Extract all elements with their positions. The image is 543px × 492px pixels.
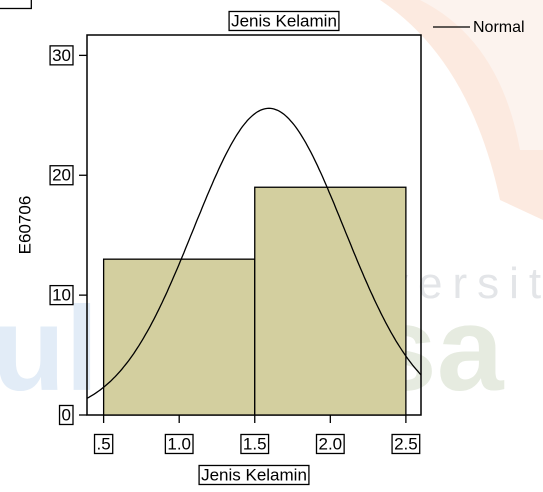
label-box [49,165,74,186]
label-box [93,433,114,455]
label-box [58,404,74,426]
label-box [240,433,270,455]
x-tick-label: 2.5 [394,434,418,453]
y-axis-label: E60706 [15,196,34,255]
watermark-text: ul [0,282,99,416]
y-tick-label: 20 [52,166,71,185]
x-tick-label: 1.5 [243,434,267,453]
x-tick-label: 2.0 [319,434,343,453]
label-box [315,433,345,455]
normal-curve [86,107,422,399]
label-box [49,45,74,66]
bar [254,186,407,416]
chart-title: Jenis Kelamin [231,11,337,30]
watermark-logo [380,0,543,220]
bar [102,258,256,416]
label-box [391,433,421,455]
x-tick-label: 1.0 [167,434,191,453]
legend-label: Normal [473,19,525,36]
x-tick-label: .5 [97,434,111,453]
label-box [0,0,32,10]
y-tick-label: 0 [62,405,71,424]
label-box [49,284,74,306]
title-bg [228,10,340,32]
x-axis-label: Jenis Kelamin [201,465,307,484]
label-box [198,464,310,486]
y-tick-label: 30 [52,46,71,65]
logo-shape [420,0,543,150]
label-box [164,433,194,455]
logo-shape [380,0,543,220]
y-tick-label: 10 [52,286,71,305]
